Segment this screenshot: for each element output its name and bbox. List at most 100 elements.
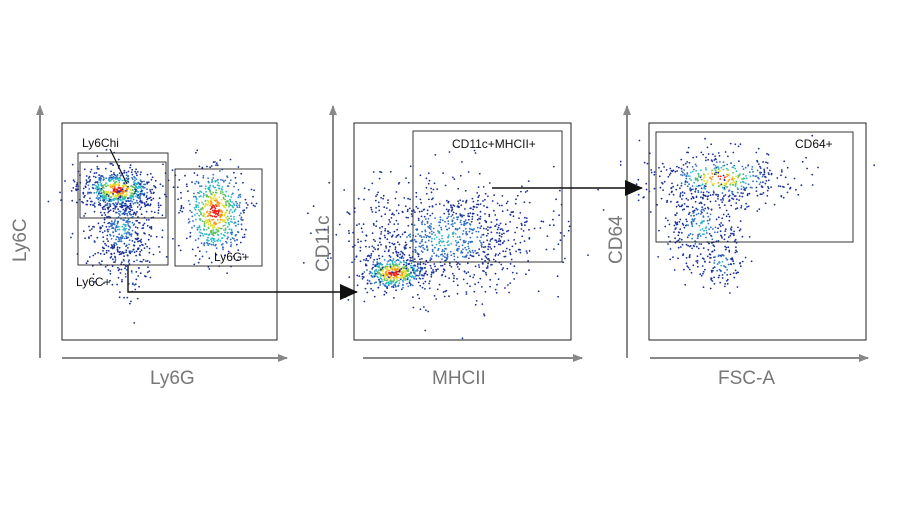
event-dot <box>417 267 420 269</box>
event-dot <box>323 228 326 231</box>
event-dot <box>413 239 416 241</box>
event-dot <box>481 246 483 248</box>
event-dot <box>215 253 218 256</box>
event-dot <box>253 189 256 192</box>
event-dot <box>692 220 695 223</box>
event-dot <box>86 200 89 202</box>
event-dot <box>658 229 660 232</box>
event-dot <box>214 211 216 214</box>
event-dot <box>196 204 199 207</box>
event-dot <box>373 295 376 298</box>
event-dot <box>438 238 441 241</box>
event-dot <box>387 250 390 253</box>
event-dot <box>372 263 375 266</box>
event-dot <box>522 230 525 232</box>
event-dot <box>725 167 728 170</box>
event-dot <box>406 278 409 281</box>
event-dot <box>211 233 213 236</box>
event-dot <box>212 218 215 221</box>
event-dot <box>202 203 205 206</box>
event-dot <box>703 176 706 179</box>
event-dot <box>734 251 737 254</box>
event-dot <box>718 223 721 226</box>
event-dot <box>207 221 210 224</box>
event-dot <box>219 215 222 217</box>
event-dot <box>239 241 242 244</box>
event-dot <box>451 233 454 236</box>
event-dot <box>429 264 432 267</box>
event-dot <box>196 149 199 152</box>
event-dot <box>381 225 384 228</box>
event-dot <box>705 232 708 234</box>
event-dot <box>220 214 223 217</box>
event-dot <box>407 224 410 227</box>
event-dot <box>709 194 712 197</box>
event-dot <box>490 248 493 250</box>
event-dot <box>700 191 703 194</box>
event-dot <box>399 278 402 281</box>
event-dot <box>428 179 431 182</box>
event-dot <box>723 238 726 241</box>
event-dot <box>691 218 694 221</box>
event-dot <box>673 224 676 227</box>
event-dot <box>653 173 656 176</box>
event-dot <box>129 197 132 200</box>
event-dot <box>725 280 728 282</box>
event-dot <box>225 242 228 244</box>
event-dot <box>395 236 398 238</box>
event-dot <box>195 218 197 221</box>
event-dot <box>375 195 377 198</box>
event-dot <box>443 212 446 215</box>
event-dot <box>709 200 712 203</box>
event-dot <box>385 245 387 248</box>
event-dot <box>123 296 125 299</box>
event-dot <box>713 249 716 252</box>
event-dot <box>387 232 389 235</box>
event-dot <box>732 262 735 265</box>
event-dot <box>720 235 723 238</box>
event-dot <box>729 292 731 294</box>
event-dot <box>498 234 501 237</box>
event-dot <box>483 246 485 249</box>
event-dot <box>414 246 417 249</box>
event-dot <box>418 245 421 248</box>
event-dot <box>147 181 150 184</box>
event-dot <box>100 184 103 187</box>
event-dot <box>487 245 490 248</box>
event-dot <box>676 165 678 168</box>
event-dot <box>129 302 131 305</box>
event-dot <box>384 266 386 269</box>
event-dot <box>458 268 461 271</box>
event-dot <box>420 267 423 269</box>
event-dot <box>361 231 364 233</box>
event-dot <box>123 182 126 185</box>
event-dot <box>720 199 722 201</box>
event-dot <box>373 258 376 261</box>
event-dot <box>664 217 667 220</box>
event-dot <box>75 201 78 204</box>
event-dot <box>221 237 224 239</box>
event-dot <box>230 241 232 244</box>
event-dot <box>450 242 453 245</box>
event-dot <box>145 196 148 199</box>
event-dot <box>87 177 90 179</box>
event-dot <box>721 201 724 204</box>
event-dot <box>381 280 384 283</box>
event-dot <box>734 269 737 272</box>
event-dot <box>362 223 365 226</box>
event-dot <box>136 227 139 229</box>
event-dot <box>64 180 66 182</box>
event-dot <box>223 254 226 257</box>
event-dot <box>516 226 518 229</box>
event-dot <box>732 272 735 274</box>
event-dot <box>527 260 529 262</box>
event-dot <box>368 280 371 283</box>
event-dot <box>130 192 133 195</box>
event-dot <box>444 220 446 223</box>
event-dot <box>702 272 704 275</box>
event-dot <box>128 207 131 210</box>
event-dot <box>445 256 448 259</box>
event-dot <box>403 247 406 250</box>
event-dot <box>423 215 426 218</box>
event-dot <box>691 237 693 240</box>
